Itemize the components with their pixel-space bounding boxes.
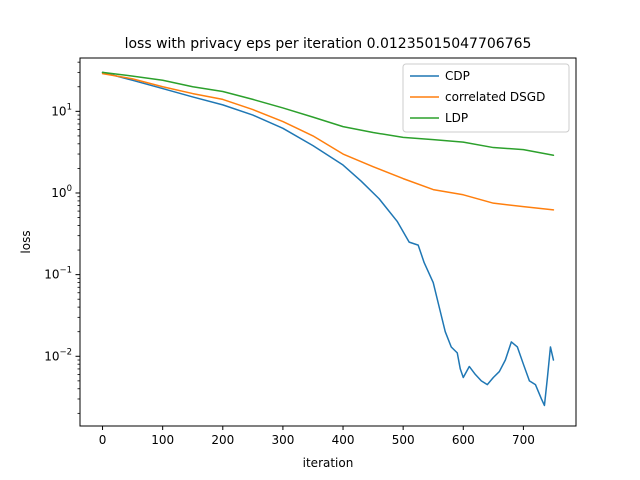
x-tick-label: 500: [392, 433, 415, 447]
y-tick-exponent: −1: [59, 266, 72, 276]
x-tick-label: 300: [271, 433, 294, 447]
y-tick-exponent: 1: [67, 102, 72, 112]
legend-label: correlated DSGD: [445, 90, 545, 104]
x-tick-label: 200: [211, 433, 234, 447]
x-tick-label: 600: [452, 433, 475, 447]
legend-frame: [402, 63, 570, 133]
legend-label: CDP: [445, 69, 470, 83]
x-axis-label: iteration: [303, 456, 354, 470]
x-tick-label: 0: [99, 433, 107, 447]
series-line-ldp: [101, 71, 555, 156]
y-tick-label: 100: [51, 184, 72, 200]
y-tick-base: 10: [51, 186, 66, 200]
y-tick-label: 10−1: [44, 266, 72, 282]
legend: CDP correlated DSGD LDP: [402, 63, 570, 133]
series-layer: [101, 71, 555, 407]
series-line-cdp: [101, 71, 555, 407]
y-tick-base: 10: [51, 104, 66, 118]
x-axis: 0 100 200 300 400 500 600 700: [99, 426, 535, 447]
y-tick-exponent: −2: [59, 347, 72, 357]
y-tick-base: 10: [44, 268, 59, 282]
y-tick-label: 101: [51, 102, 72, 118]
x-tick-label: 700: [512, 433, 535, 447]
chart-title: loss with privacy eps per iteration 0.01…: [125, 36, 532, 52]
series-line-correlated-dsgd: [101, 72, 555, 211]
y-axis-label: loss: [19, 230, 33, 253]
y-tick-exponent: 0: [67, 184, 72, 194]
y-tick-base: 10: [44, 349, 59, 363]
x-tick-label: 400: [332, 433, 355, 447]
legend-label: LDP: [445, 111, 468, 125]
x-tick-label: 100: [151, 433, 174, 447]
y-tick-label: 10−2: [44, 347, 72, 363]
